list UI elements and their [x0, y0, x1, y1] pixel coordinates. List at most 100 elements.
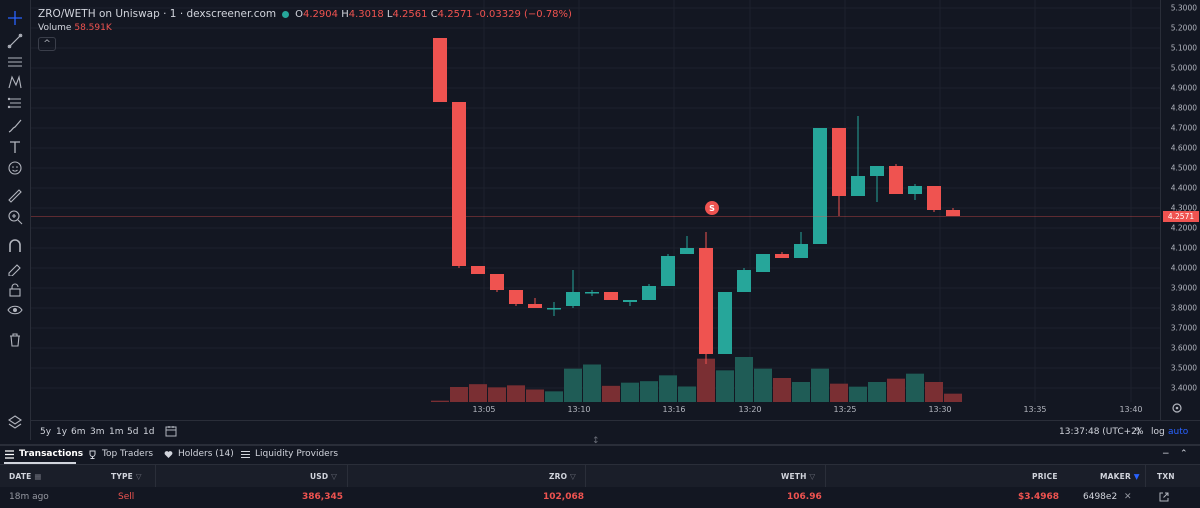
- range-6m-button[interactable]: 6m: [71, 427, 86, 437]
- clock-display[interactable]: 13:37:48 (UTC+2): [1059, 427, 1141, 437]
- col-type-header[interactable]: TYPE ▽: [111, 472, 142, 481]
- candle-body[interactable]: [471, 266, 485, 274]
- candle-body[interactable]: [756, 254, 770, 272]
- maker-address[interactable]: 6498e2: [1083, 492, 1118, 502]
- fib-lines-icon[interactable]: [5, 52, 25, 72]
- chart-area[interactable]: S ZRO/WETH on Uniswap · 1 · dexscreener.…: [31, 0, 1182, 420]
- range-1y-button[interactable]: 1y: [56, 427, 68, 437]
- time-tick: 13:25: [833, 405, 857, 414]
- col-maker-label: MAKER: [1100, 472, 1131, 481]
- external-link-icon[interactable]: [1159, 492, 1169, 505]
- filter-icon[interactable]: ▽: [331, 472, 338, 481]
- tab-top-traders[interactable]: Top Traders: [88, 449, 153, 459]
- chart-settings-icon[interactable]: [1171, 402, 1183, 414]
- candle-body[interactable]: [566, 292, 580, 306]
- zoom-in-icon[interactable]: [5, 207, 25, 227]
- col-date-label: DATE: [9, 472, 32, 481]
- filter-icon[interactable]: ▽: [809, 472, 816, 481]
- candle-body[interactable]: [452, 102, 466, 266]
- col-zro-header[interactable]: ZRO ▽: [549, 472, 576, 481]
- candle-body[interactable]: [718, 292, 732, 354]
- candle-body[interactable]: [813, 128, 827, 244]
- candle-body[interactable]: [661, 256, 675, 286]
- candlestick-chart[interactable]: S: [31, 0, 1160, 420]
- candle-body[interactable]: [642, 286, 656, 300]
- price-tick: 3.8000: [1170, 303, 1197, 313]
- auto-toggle[interactable]: auto: [1168, 427, 1189, 437]
- range-5d-button[interactable]: 5d: [127, 427, 139, 437]
- filter-icon[interactable]: ▽: [135, 472, 142, 481]
- tab-liquidity-providers[interactable]: Liquidity Providers: [241, 449, 338, 459]
- volume-bar: [773, 378, 791, 402]
- sell-marker[interactable]: S: [705, 201, 719, 215]
- volume-bar: [716, 370, 734, 402]
- candle-body[interactable]: [490, 274, 504, 290]
- col-usd-header[interactable]: USD ▽: [310, 472, 337, 481]
- cell-zro: 102,068: [543, 492, 584, 502]
- legend-collapse-button[interactable]: ^: [38, 37, 56, 51]
- table-row[interactable]: 18m ago Sell 386,345 102,068 106.96 $3.4…: [0, 487, 1200, 508]
- resize-handle-icon[interactable]: ↕: [592, 436, 600, 446]
- expand-button[interactable]: ⌃: [1180, 449, 1188, 459]
- col-date-header[interactable]: DATE ▦: [9, 472, 42, 481]
- candle-body[interactable]: [946, 210, 960, 216]
- pattern-icon[interactable]: [5, 72, 25, 92]
- price-axis[interactable]: 5.3000 5.2000 5.1000 5.0000 4.9000 4.8000 4.70…: [1160, 0, 1200, 420]
- candle-body[interactable]: [509, 290, 523, 304]
- lock-icon[interactable]: [5, 280, 25, 300]
- candle-body[interactable]: [908, 186, 922, 194]
- candle-body[interactable]: [604, 292, 618, 300]
- candle-body[interactable]: [794, 244, 808, 258]
- volume-bar: [583, 364, 601, 402]
- crosshair-icon[interactable]: [5, 8, 25, 28]
- percent-toggle[interactable]: %: [1135, 427, 1144, 437]
- candle-body[interactable]: [737, 270, 751, 292]
- candle-body[interactable]: [775, 254, 789, 258]
- log-toggle[interactable]: log: [1151, 427, 1165, 437]
- candle-body[interactable]: [623, 300, 637, 302]
- candle-body[interactable]: [870, 166, 884, 176]
- candle-body[interactable]: [528, 304, 542, 308]
- candle-body[interactable]: [927, 186, 941, 210]
- volume-bar: [887, 378, 905, 402]
- close-icon[interactable]: ✕: [1124, 492, 1132, 502]
- volume-legend: Volume 58.591K: [38, 23, 112, 33]
- filter-icon[interactable]: ▽: [570, 472, 576, 481]
- trash-icon[interactable]: [5, 330, 25, 350]
- cell-maker[interactable]: 6498e2 ✕: [1083, 492, 1132, 502]
- calendar-icon[interactable]: ▦: [34, 472, 42, 481]
- range-1d-button[interactable]: 1d: [143, 427, 155, 437]
- range-3m-button[interactable]: 3m: [90, 427, 105, 437]
- candle-body[interactable]: [433, 38, 447, 102]
- ruler-icon[interactable]: [5, 186, 25, 206]
- text-icon[interactable]: [5, 137, 25, 157]
- trend-line-icon[interactable]: [5, 31, 25, 51]
- range-1m-button[interactable]: 1m: [109, 427, 124, 437]
- candle-body[interactable]: [889, 166, 903, 194]
- minimize-button[interactable]: −: [1162, 449, 1170, 459]
- candle-body[interactable]: [699, 248, 713, 354]
- list-icon: [5, 449, 14, 459]
- candle-body[interactable]: [851, 176, 865, 196]
- tab-holders[interactable]: Holders (14): [164, 449, 234, 459]
- measure-lines-icon[interactable]: [5, 93, 25, 113]
- magnet-icon[interactable]: [5, 236, 25, 256]
- range-5y-button[interactable]: 5y: [40, 427, 52, 437]
- candle-body[interactable]: [547, 308, 561, 310]
- col-txn-label: TXN: [1157, 472, 1175, 481]
- volume-bar: [431, 400, 449, 402]
- filter-active-icon[interactable]: ▼: [1133, 472, 1140, 481]
- volume-bar: [792, 382, 810, 402]
- candle-body[interactable]: [832, 128, 846, 196]
- lock-draw-icon[interactable]: [5, 258, 25, 278]
- col-maker-header[interactable]: MAKER ▼: [1100, 472, 1140, 481]
- col-weth-header[interactable]: WETH ▽: [781, 472, 815, 481]
- candle-body[interactable]: [680, 248, 694, 254]
- candle-body[interactable]: [585, 292, 599, 294]
- layers-icon[interactable]: [5, 412, 25, 432]
- tab-transactions[interactable]: Transactions: [5, 449, 83, 459]
- eye-icon[interactable]: [5, 300, 25, 320]
- goto-date-icon[interactable]: [165, 425, 177, 437]
- emoji-icon[interactable]: [5, 158, 25, 178]
- brush-icon[interactable]: [5, 116, 25, 136]
